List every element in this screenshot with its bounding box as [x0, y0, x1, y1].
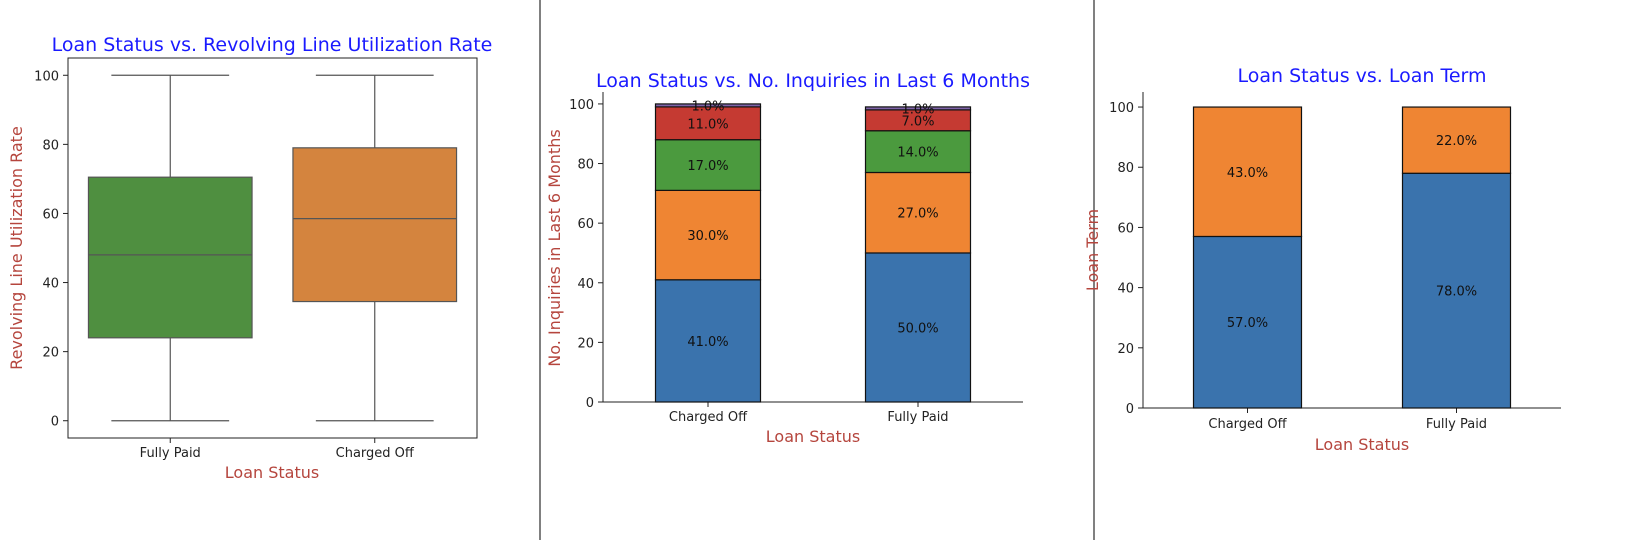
bar-segment [654, 139, 762, 191]
x-axis-label: Loan Status [225, 463, 319, 482]
y-tick-label: 40 [42, 277, 59, 292]
bar-data-label: 43.0% [1227, 166, 1268, 181]
bar-segment [1401, 106, 1512, 174]
chart-title: Loan Status vs. Revolving Line Utilizati… [52, 34, 493, 56]
y-tick-label: 20 [577, 336, 594, 351]
chart-title: Loan Status vs. Loan Term [1237, 65, 1486, 87]
bar-data-label: 50.0% [897, 321, 938, 336]
bar-data-label: 78.0% [1436, 285, 1477, 300]
x-tick-label: Charged Off [336, 446, 415, 461]
chart-title: Loan Status vs. No. Inquiries in Last 6 … [596, 70, 1030, 92]
bar-segment [1401, 172, 1512, 409]
y-tick-label: 60 [1117, 221, 1134, 236]
plot-frame [67, 57, 478, 439]
y-tick-label: 100 [34, 69, 59, 84]
x-axis-label: Loan Status [766, 427, 860, 446]
y-axis-label: Revolving Line Utilization Rate [7, 126, 26, 370]
bar-segment [1192, 106, 1303, 238]
bar-segment [654, 103, 762, 108]
bar-segment [864, 252, 972, 403]
bar-segment [864, 106, 972, 111]
bar-data-label: 22.0% [1436, 134, 1477, 149]
bar-segment [864, 171, 972, 254]
x-tick-label: Fully Paid [140, 446, 201, 461]
box-chart-revol-util: Loan Status vs. Revolving Line Utilizati… [7, 34, 492, 482]
y-tick-label: 80 [577, 158, 594, 173]
y-tick-label: 40 [577, 277, 594, 292]
y-tick-label: 0 [51, 415, 59, 430]
bar-data-label: 11.0% [687, 117, 728, 132]
x-tick-label: Fully Paid [1426, 417, 1487, 432]
y-axis-label: No. Inquiries in Last 6 Months [545, 129, 564, 366]
y-tick-label: 40 [1117, 282, 1134, 297]
x-tick-label: Fully Paid [887, 410, 948, 425]
x-tick-label: Charged Off [1208, 417, 1287, 432]
bar-data-label: 7.0% [901, 114, 934, 129]
x-axis-label: Loan Status [1315, 435, 1409, 454]
y-tick-label: 80 [1117, 161, 1134, 176]
bar-data-label: 14.0% [897, 146, 938, 161]
stacked-bar-chart-loan-term: Loan Status vs. Loan Term Loan Term Loan S… [1083, 65, 1561, 454]
bar-data-label: 41.0% [687, 335, 728, 350]
bar-segment [654, 106, 762, 141]
box-charged-off [292, 147, 458, 303]
bar-data-label: 1.0% [691, 99, 724, 114]
stacked-bar-chart-inquiries: Loan Status vs. No. Inquiries in Last 6 … [545, 70, 1030, 446]
bar-data-label: 17.0% [687, 159, 728, 174]
y-tick-label: 0 [1126, 402, 1134, 417]
y-tick-label: 60 [42, 207, 59, 222]
bar-data-label: 1.0% [901, 102, 934, 117]
y-tick-label: 20 [1117, 342, 1134, 357]
bar-data-label: 30.0% [687, 229, 728, 244]
y-tick-label: 0 [586, 396, 594, 411]
y-tick-label: 100 [1109, 101, 1134, 116]
bar-data-label: 57.0% [1227, 316, 1268, 331]
box-fully-paid [87, 176, 253, 339]
x-tick-label: Charged Off [669, 410, 748, 425]
bar-segment [654, 279, 762, 403]
y-tick-label: 80 [42, 138, 59, 153]
bar-segment [654, 189, 762, 281]
y-tick-label: 60 [577, 217, 594, 232]
bar-data-label: 27.0% [897, 207, 938, 222]
y-axis-label: Loan Term [1083, 209, 1102, 291]
y-tick-label: 20 [42, 346, 59, 361]
bar-segment [864, 130, 972, 174]
y-tick-label: 100 [569, 98, 594, 113]
